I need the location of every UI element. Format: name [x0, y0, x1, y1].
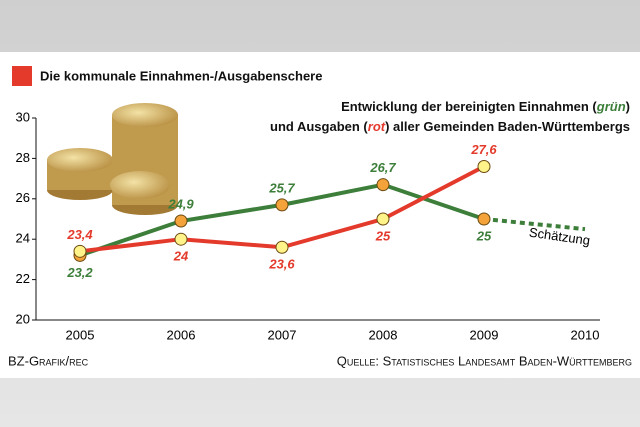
title-square — [12, 66, 32, 86]
value-label: 27,6 — [470, 142, 497, 157]
y-tick-label: 30 — [16, 109, 30, 124]
y-tick-label: 28 — [16, 150, 30, 165]
x-tick-label: 2005 — [66, 327, 95, 342]
credit: BZ-Grafik/rec — [8, 353, 89, 368]
y-tick-label: 20 — [16, 311, 30, 326]
x-tick-label: 2006 — [167, 327, 196, 342]
point — [275, 240, 289, 254]
y-tick-label: 26 — [16, 190, 30, 205]
source: Quelle: Statistisches Landesamt Baden-Wü… — [337, 353, 632, 368]
value-label: 25 — [476, 228, 492, 243]
point — [174, 214, 188, 228]
point — [376, 212, 390, 226]
chart-panel — [0, 52, 640, 378]
x-tick-label: 2010 — [571, 327, 600, 342]
subtitle-part: ) — [626, 99, 630, 114]
y-tick-label: 22 — [16, 271, 30, 286]
y-tick-label: 24 — [16, 231, 30, 246]
point — [275, 198, 289, 212]
subtitle-line: Entwicklung der bereinigten Einnahmen (g… — [341, 99, 630, 114]
estimate-line — [483, 217, 586, 232]
coins-illustration — [47, 103, 178, 215]
subtitle-part: rot — [368, 119, 386, 134]
value-label: 23,6 — [268, 257, 295, 272]
value-label: 25,7 — [268, 180, 295, 195]
value-label: 24,9 — [167, 196, 194, 211]
point — [174, 232, 188, 246]
subtitle-line: und Ausgaben (rot) aller Gemeinden Baden… — [270, 119, 630, 134]
subtitle-part: Entwicklung der bereinigten Einnahmen ( — [341, 99, 597, 114]
value-label: 24 — [173, 249, 189, 264]
x-tick-label: 2007 — [268, 327, 297, 342]
subtitle-part: und Ausgaben ( — [270, 119, 368, 134]
value-label: 23,4 — [66, 227, 93, 242]
subtitle-part: ) aller Gemeinden Baden-Württembergs — [385, 119, 630, 134]
chart-title: Die kommunale Einnahmen-/Ausgabenschere — [40, 68, 322, 83]
point — [73, 244, 87, 258]
value-label: 26,7 — [369, 160, 396, 175]
x-tick-label: 2009 — [470, 327, 499, 342]
subtitle-part: grün — [596, 99, 626, 114]
point — [477, 159, 491, 173]
point — [376, 178, 390, 192]
value-label: 23,2 — [66, 265, 93, 280]
value-label: 25 — [375, 228, 391, 243]
point — [477, 212, 491, 226]
x-tick-label: 2008 — [369, 327, 398, 342]
